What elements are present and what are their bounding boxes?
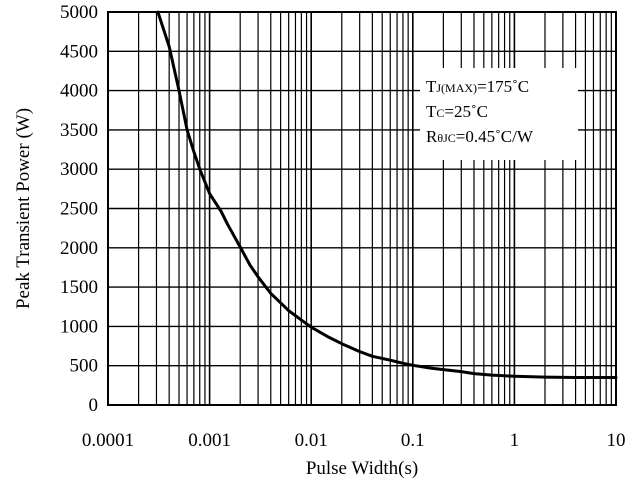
- y-tick-label: 3000: [60, 159, 98, 180]
- x-tick-label: 0.001: [188, 430, 231, 451]
- grid-lines: [107, 11, 616, 406]
- tick-labels: 0 500 1000 1500 2000 2500 3000 3500 4000 4500 5000…: [60, 2, 626, 451]
- x-axis-label: Pulse Width(s): [306, 458, 418, 479]
- annotation-box: TJ(MAX)=175˚C TC=25˚C RθJC=0.45˚C/W: [420, 68, 578, 160]
- x-tick-label: 10: [607, 430, 626, 451]
- y-tick-label: 2000: [60, 238, 98, 259]
- y-tick-label: 0: [89, 395, 99, 416]
- annotation-line: TC=25˚C: [426, 102, 488, 121]
- y-axis-label: Peak Transient Power (W): [13, 108, 34, 309]
- annotation-box-background: [420, 68, 578, 160]
- y-tick-label: 500: [70, 356, 99, 377]
- y-tick-label: 1500: [60, 277, 98, 298]
- y-tick-label: 5000: [60, 2, 98, 23]
- x-tick-label: 1: [510, 430, 520, 451]
- annotation-line: RθJC=0.45˚C/W: [426, 127, 534, 146]
- series-curve: [156, 10, 618, 379]
- y-tick-label: 2500: [60, 199, 98, 220]
- x-tick-label: 0.1: [401, 430, 425, 451]
- x-tick-label: 0.01: [295, 430, 328, 451]
- peak-power-curve: [156, 10, 618, 379]
- x-tick-label: 0.0001: [82, 430, 134, 451]
- annotation-line: TJ(MAX)=175˚C: [426, 77, 529, 96]
- y-tick-label: 1000: [60, 316, 98, 337]
- y-tick-label: 4000: [60, 81, 98, 102]
- plot-frame: [107, 11, 617, 406]
- y-tick-label: 4500: [60, 41, 98, 62]
- y-tick-label: 3500: [60, 120, 98, 141]
